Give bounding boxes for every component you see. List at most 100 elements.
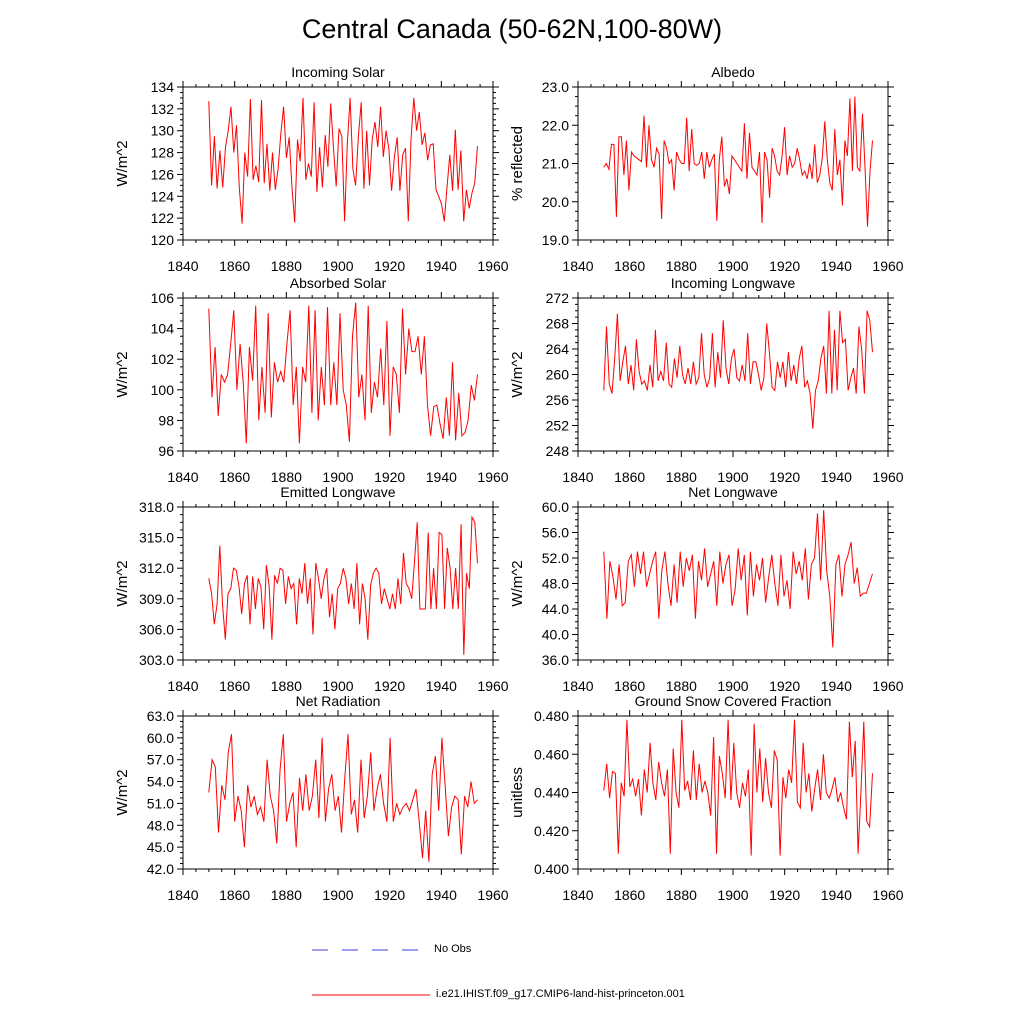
y-tick-label: 98 (158, 412, 174, 428)
panel-title: Incoming Solar (291, 64, 385, 80)
legend-model-swatch (312, 994, 430, 996)
y-tick-label: 42.0 (147, 861, 174, 877)
series-line (603, 719, 873, 856)
x-tick-label: 1860 (219, 887, 250, 903)
y-tick-label: 256 (546, 392, 570, 408)
y-tick-label: 260 (546, 367, 570, 383)
y-tick-label: 48.0 (147, 817, 174, 833)
panel-title: Net Radiation (296, 693, 381, 709)
y-tick-label: 0.480 (534, 708, 569, 724)
x-tick-label: 1900 (717, 678, 748, 694)
y-axis-label: W/m^2 (114, 560, 131, 606)
y-tick-label: 134 (151, 79, 175, 95)
x-tick-label: 1940 (821, 258, 852, 274)
y-axis-label: W/m^2 (114, 769, 131, 815)
panel-2: Albedo % reflected 19.0 20.0 21.0 22.0 23.0 184… (509, 64, 904, 274)
y-tick-label: 63.0 (147, 708, 174, 724)
x-tick-label: 1900 (322, 258, 353, 274)
y-tick-label: 106 (151, 290, 175, 306)
x-tick-label: 1900 (717, 469, 748, 485)
y-tick-label: 45.0 (147, 839, 174, 855)
series-line (208, 97, 478, 224)
x-tick-label: 1880 (666, 678, 697, 694)
y-tick-label: 264 (546, 341, 570, 357)
y-tick-label: 126 (151, 166, 175, 182)
x-tick-label: 1960 (872, 258, 903, 274)
x-tick-label: 1940 (821, 678, 852, 694)
x-tick-label: 1860 (614, 887, 645, 903)
y-tick-label: 0.460 (534, 746, 569, 762)
y-tick-label: 23.0 (542, 79, 569, 95)
y-tick-label: 22.0 (542, 117, 569, 133)
x-tick-label: 1840 (167, 258, 198, 274)
x-tick-label: 1900 (322, 678, 353, 694)
x-tick-label: 1860 (614, 469, 645, 485)
x-tick-label: 1920 (374, 887, 405, 903)
plot-frame (577, 297, 889, 452)
series-line (208, 515, 478, 655)
x-tick-label: 1940 (426, 469, 457, 485)
y-tick-label: 0.400 (534, 861, 569, 877)
x-tick-label: 1900 (322, 887, 353, 903)
y-tick-label: 96 (158, 443, 174, 459)
y-tick-label: 306.0 (139, 621, 174, 637)
legend-obs-label: No Obs (434, 943, 472, 955)
y-tick-label: 60.0 (147, 730, 174, 746)
x-tick-label: 1920 (769, 678, 800, 694)
x-tick-label: 1940 (821, 469, 852, 485)
y-tick-label: 57.0 (147, 752, 174, 768)
x-tick-label: 1840 (167, 678, 198, 694)
x-tick-label: 1960 (872, 887, 903, 903)
y-tick-label: 56.0 (542, 525, 569, 541)
panel-4: Incoming Longwave W/m^2 248 252 256 260 264 268… (509, 275, 904, 485)
x-tick-label: 1960 (477, 887, 508, 903)
x-tick-label: 1940 (426, 258, 457, 274)
panel-6: Net Longwave W/m^2 36.0 40.0 44.0 48.0 52.0 56.… (509, 484, 904, 694)
y-tick-label: 318.0 (139, 499, 174, 515)
series-line (208, 302, 478, 444)
y-tick-label: 272 (546, 290, 570, 306)
y-tick-label: 0.420 (534, 823, 569, 839)
y-tick-label: 315.0 (139, 530, 174, 546)
x-tick-label: 1940 (426, 678, 457, 694)
y-tick-label: 252 (546, 418, 570, 434)
x-tick-label: 1880 (271, 887, 302, 903)
panel-5: Emitted Longwave W/m^2 303.0 306.0 309.0 312.… (114, 484, 509, 694)
plot-frame (182, 86, 494, 241)
panel-7: Net Radiation W/m^2 42.0 45.0 48.0 51.0 54.0 57… (114, 693, 509, 903)
y-tick-label: 52.0 (542, 550, 569, 566)
y-tick-label: 130 (151, 123, 175, 139)
x-tick-label: 1840 (167, 887, 198, 903)
x-tick-label: 1920 (769, 887, 800, 903)
x-tick-label: 1920 (374, 678, 405, 694)
x-tick-label: 1900 (717, 258, 748, 274)
panel-title: Incoming Longwave (671, 275, 796, 291)
x-tick-label: 1960 (477, 258, 508, 274)
x-tick-label: 1840 (562, 258, 593, 274)
x-tick-label: 1880 (666, 887, 697, 903)
x-tick-label: 1960 (477, 469, 508, 485)
panel-title: Albedo (711, 64, 755, 80)
y-tick-label: 128 (151, 145, 175, 161)
y-tick-label: 132 (151, 101, 175, 117)
y-tick-label: 268 (546, 316, 570, 332)
panel-1: Incoming Solar W/m^2 120 122 124 126 128 130 132… (114, 64, 509, 274)
y-axis-label: W/m^2 (114, 140, 131, 186)
series-line (208, 734, 478, 862)
y-tick-label: 312.0 (139, 560, 174, 576)
series-line (603, 510, 873, 648)
x-tick-label: 1900 (322, 469, 353, 485)
y-axis-label: W/m^2 (114, 351, 131, 397)
x-tick-label: 1840 (562, 678, 593, 694)
x-tick-label: 1840 (167, 469, 198, 485)
x-tick-label: 1960 (872, 678, 903, 694)
x-tick-label: 1920 (769, 258, 800, 274)
panel-3: Absorbed Solar W/m^2 96 98 100 102 104 106 1840 1… (114, 275, 509, 485)
y-tick-label: 309.0 (139, 591, 174, 607)
x-tick-label: 1860 (219, 258, 250, 274)
y-axis-label: unitless (509, 767, 526, 818)
x-tick-label: 1880 (666, 258, 697, 274)
panel-title: Ground Snow Covered Fraction (635, 693, 832, 709)
plot-frame (182, 715, 494, 870)
panel-title: Net Longwave (688, 484, 778, 500)
